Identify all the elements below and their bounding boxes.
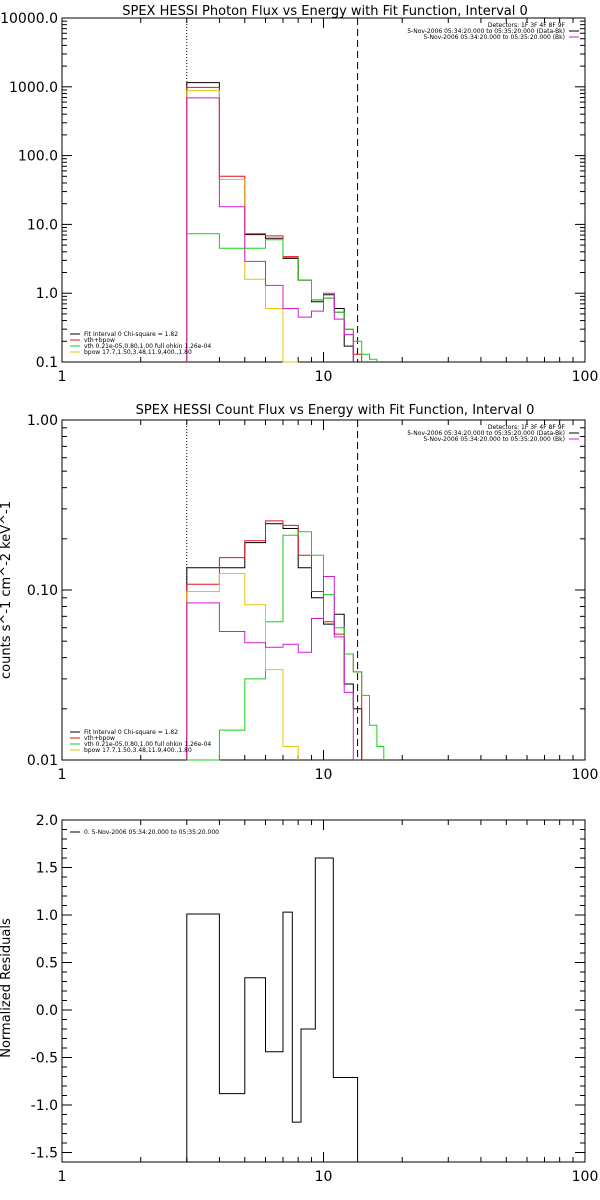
y-tick-label: 10000.0: [0, 11, 58, 27]
y-tick-label: 1000.0: [9, 80, 58, 96]
residuals-ylabel: Normalized Residuals: [0, 918, 14, 1058]
y-tick-label: -1.0: [31, 1098, 58, 1114]
series-line-vth-bpow: [186, 86, 363, 362]
x-tick-label: 1: [58, 369, 67, 385]
legend-left-entry: vth+bpow: [84, 735, 115, 742]
legend-left-entry: Fit Interval 0 Chi-square = 1.82: [84, 729, 178, 736]
y-tick-label: 100.0: [18, 149, 58, 165]
legend-right-entry: 5-Nov-2006 05:34:20.000 to 05:35:20.000 …: [407, 28, 565, 35]
legend-left-entry: 0. 5-Nov-2006 05:34:20.000 to 05:35:20.0…: [84, 829, 219, 836]
y-tick-label: 1.00: [27, 413, 58, 429]
legend-left-entry: vth 0.21e-05,0.80,1.00 full ohkin 1.26e-…: [84, 343, 211, 350]
y-tick-label: -0.5: [31, 1051, 58, 1067]
series-line-vth: [186, 233, 378, 362]
legend-left-entry: vth 0.21e-05,0.80,1.00 full ohkin 1.26e-…: [84, 741, 211, 748]
plot-frame: [61, 819, 586, 1163]
y-tick-label: 1.0: [36, 908, 58, 924]
photon-flux-title: SPEX HESSI Photon Flux vs Energy with Fi…: [122, 4, 528, 19]
legend-left-entry: Fit Interval 0 Chi-square = 1.82: [84, 331, 178, 338]
residuals-panel: Normalized Residuals 1 10 100 -1.5 -1.0 -0.5 0…: [0, 813, 598, 1185]
series-line-background: [186, 576, 354, 760]
y-tick-label: 0.5: [36, 956, 58, 972]
x-tick-label: 10: [315, 1169, 333, 1185]
series-line-background: [186, 97, 354, 362]
series-line-bpow: [186, 573, 299, 760]
y-tick-label: 0.0: [36, 1003, 58, 1019]
y-tick-label: -1.5: [31, 1146, 58, 1162]
y-tick-label: 0.10: [27, 583, 58, 599]
count-flux-panel: SPEX HESSI Count Flux vs Energy with Fit…: [0, 403, 598, 783]
legend-left-entry: bpow 17.7,1.50,3.48,11.9,400.,1.80: [84, 747, 192, 754]
series-line-data: [186, 82, 362, 363]
series-line-data: [186, 523, 363, 760]
y-tick-label: 1.5: [36, 861, 58, 877]
photon-flux-panel: SPEX HESSI Photon Flux vs Energy with Fi…: [0, 4, 598, 385]
x-tick-label: 10: [315, 369, 333, 385]
x-tick-label: 1: [58, 1169, 67, 1185]
legend-right-entry: Detectors: 1F 3F 4F 8F 9F: [488, 424, 566, 431]
legend-left-entry: bpow 17.7,1.50,3.48,11.9,400.,1.80: [84, 349, 192, 356]
y-tick-label: 0.1: [36, 355, 58, 371]
x-tick-label: 1: [58, 767, 67, 783]
y-tick-label: 2.0: [36, 813, 58, 829]
series-line-vth-bpow: [186, 520, 363, 760]
series-line-bpow: [186, 90, 299, 363]
legend-right-entry: 5-Nov-2006 05:34:20.000 to 05:35:20.000 …: [423, 34, 565, 41]
series-line-vth: [186, 531, 385, 761]
legend-right-entry: Detectors: 1F 3F 4F 8F 9F: [488, 22, 566, 29]
x-tick-label: 100: [572, 369, 599, 385]
count-flux-title: SPEX HESSI Count Flux vs Energy with Fit…: [136, 403, 535, 418]
y-tick-label: 1.0: [36, 286, 58, 302]
y-tick-label: 10.0: [27, 217, 58, 233]
y-tick-label: 0.01: [27, 753, 58, 769]
series-line-residuals: [186, 857, 359, 1162]
x-tick-label: 100: [572, 1169, 599, 1185]
legend-right-entry: 5-Nov-2006 05:34:20.000 to 05:35:20.000 …: [423, 436, 565, 443]
legend-right-entry: 5-Nov-2006 05:34:20.000 to 05:35:20.000 …: [407, 430, 565, 437]
count-flux-ylabel: counts s^-1 cm^-2 keV^-1: [0, 501, 14, 679]
x-tick-label: 100: [572, 767, 599, 783]
legend-left-entry: vth+bpow: [84, 337, 115, 344]
x-tick-label: 10: [315, 767, 333, 783]
